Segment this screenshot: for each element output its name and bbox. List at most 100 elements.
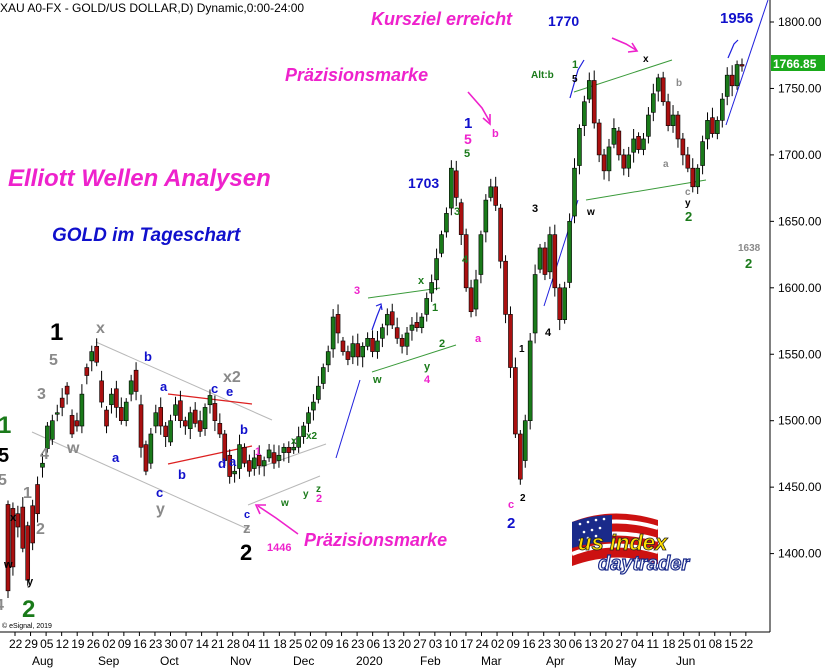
wave-label: 5 <box>572 74 578 85</box>
x-day-label: 23 <box>149 637 163 651</box>
wave-label: b <box>240 422 248 437</box>
x-day-label: 30 <box>165 637 179 651</box>
candle-body <box>69 415 75 435</box>
wave-label: 2 <box>685 209 692 224</box>
wave-label: Alt:b <box>531 70 554 81</box>
candle-body <box>30 505 35 544</box>
x-day-label: 26 <box>87 637 101 651</box>
candle-body <box>20 506 26 549</box>
candle-body <box>59 397 65 408</box>
candle-body <box>207 395 213 406</box>
x-day-label: 16 <box>522 637 536 651</box>
x-day-label: 09 <box>507 637 521 651</box>
wave-label: 4 <box>462 254 469 266</box>
kursziel-label: Kursziel erreicht <box>371 9 513 29</box>
candle-body <box>109 393 114 406</box>
x-day-label: 23 <box>538 637 552 651</box>
candle-body <box>163 425 168 437</box>
magenta-arrow-kursziel-head <box>627 42 639 53</box>
candle-body <box>636 135 641 150</box>
x-day-label: 03 <box>429 637 443 651</box>
candle-body <box>256 454 262 467</box>
last-price-box <box>771 55 825 71</box>
chart-header: XAU A0-FX - GOLD/US DOLLAR,D) Dynamic,0:… <box>0 1 304 15</box>
candle-body <box>340 340 346 352</box>
gray-channel-lower <box>31 431 251 531</box>
candle-body <box>621 154 627 169</box>
wave-label: z <box>316 484 321 495</box>
candle-body <box>380 327 385 339</box>
wave-label: 1 <box>432 302 438 314</box>
x-day-label: 06 <box>569 637 583 651</box>
x-day-label: 21 <box>211 637 225 651</box>
candle-body <box>498 207 503 262</box>
candle-body <box>119 407 124 422</box>
candle-body <box>724 74 730 97</box>
candle-body <box>133 369 139 392</box>
logo-text-us-index: us index <box>578 530 668 555</box>
wave-label: 1770 <box>548 13 579 29</box>
candle-body <box>680 138 686 156</box>
candle-body <box>183 420 188 427</box>
candle-body <box>291 446 297 451</box>
wave-label: b <box>492 128 499 140</box>
candle-body <box>606 146 612 172</box>
x-day-label: 04 <box>242 637 256 651</box>
wave-label: 1 <box>519 344 525 355</box>
x-axis: 22 29 05 12 19 26 02 09 16 23 30 07 14 21 28 04 11 18 25 02… <box>9 632 754 668</box>
wave-label: c <box>685 187 691 198</box>
magenta-arrow-praezision-top-head <box>482 114 491 126</box>
candle-body <box>404 332 410 347</box>
blue-trendline-nov <box>335 379 361 459</box>
candle-body <box>503 260 508 315</box>
overlay-title: Elliott Wellen Analysen <box>8 165 271 192</box>
candle-body <box>651 93 656 113</box>
x-day-label: 17 <box>460 637 474 651</box>
candle-body <box>123 401 129 421</box>
x-day-label: 12 <box>56 637 70 651</box>
x-day-label: 18 <box>662 637 676 651</box>
praezision-label-bottom: Präzisionsmarke <box>304 530 447 550</box>
candle-body <box>399 338 405 347</box>
candle-body <box>335 314 341 334</box>
y-tick-label: 1550.00 <box>778 347 822 361</box>
candle-body <box>330 316 336 350</box>
candle-body <box>370 338 375 352</box>
x-day-label: 02 <box>491 637 505 651</box>
x-month-label: Feb <box>420 654 441 668</box>
y-tick-label: 1650.00 <box>778 214 822 228</box>
wave-label: 2 <box>36 521 45 538</box>
candle-body <box>685 154 691 169</box>
overlay-subtitle: GOLD im Tageschart <box>52 225 241 246</box>
candle-body <box>173 404 178 416</box>
wave-label: e <box>226 384 233 399</box>
candle-body <box>266 449 272 459</box>
candle-body <box>660 77 666 103</box>
wave-label: 4 <box>40 446 49 463</box>
candle-body <box>557 287 563 320</box>
y-tick-label: 1700.00 <box>778 148 822 162</box>
x-day-label: 08 <box>709 637 723 651</box>
candle-body <box>74 420 80 427</box>
candle-body <box>710 117 715 134</box>
x-day-label: 13 <box>382 637 396 651</box>
candle-body <box>675 114 681 140</box>
wave-label: x <box>10 512 17 524</box>
y-tick-label: 1500.00 <box>778 414 822 428</box>
us-index-daytrader-logo: us index daytrader <box>571 513 691 576</box>
wave-label: 1 <box>0 412 11 439</box>
x-day-label: 14 <box>196 637 210 651</box>
candle-body <box>143 444 149 472</box>
wave-label: b <box>676 78 682 89</box>
candle-body <box>5 504 11 592</box>
candle-body <box>734 64 740 87</box>
candle-body <box>197 420 203 432</box>
candle-body <box>316 385 321 400</box>
x-day-label: 02 <box>304 637 318 651</box>
wave-label: 1 <box>255 446 261 458</box>
candle-body <box>567 221 572 283</box>
candle-body <box>449 167 454 209</box>
candle-body <box>444 213 449 233</box>
candle-body <box>655 77 661 92</box>
